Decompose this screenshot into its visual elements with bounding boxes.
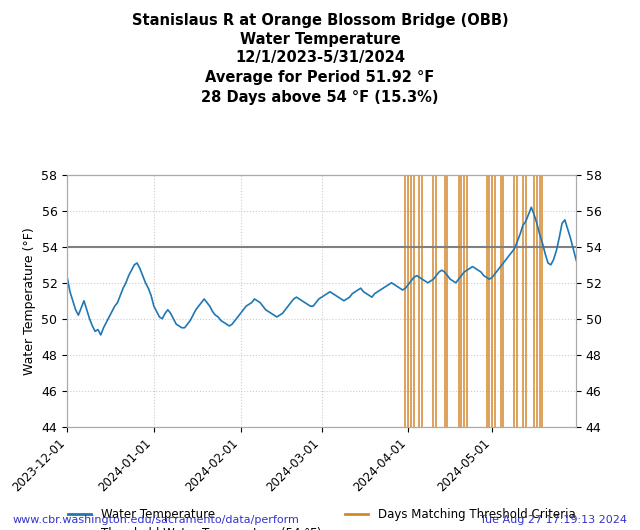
Text: Tue Aug 27 17:19:13 2024: Tue Aug 27 17:19:13 2024 [480,515,627,525]
Text: Stanislaus R at Orange Blossom Bridge (OBB): Stanislaus R at Orange Blossom Bridge (O… [132,13,508,28]
Text: 12/1/2023-5/31/2024: 12/1/2023-5/31/2024 [235,50,405,65]
Text: www.cbr.washington.edu/sacramento/data/perform: www.cbr.washington.edu/sacramento/data/p… [13,515,300,525]
Legend: Water Temperature, Threshold Water Temperature (54 °F), Days Matching Threshold : Water Temperature, Threshold Water Tempe… [63,503,580,530]
Text: 28 Days above 54 °F (15.3%): 28 Days above 54 °F (15.3%) [201,90,439,104]
Y-axis label: Water Temperature (°F): Water Temperature (°F) [23,227,36,375]
Text: Water Temperature: Water Temperature [239,32,401,47]
Text: Average for Period 51.92 °F: Average for Period 51.92 °F [205,70,435,85]
